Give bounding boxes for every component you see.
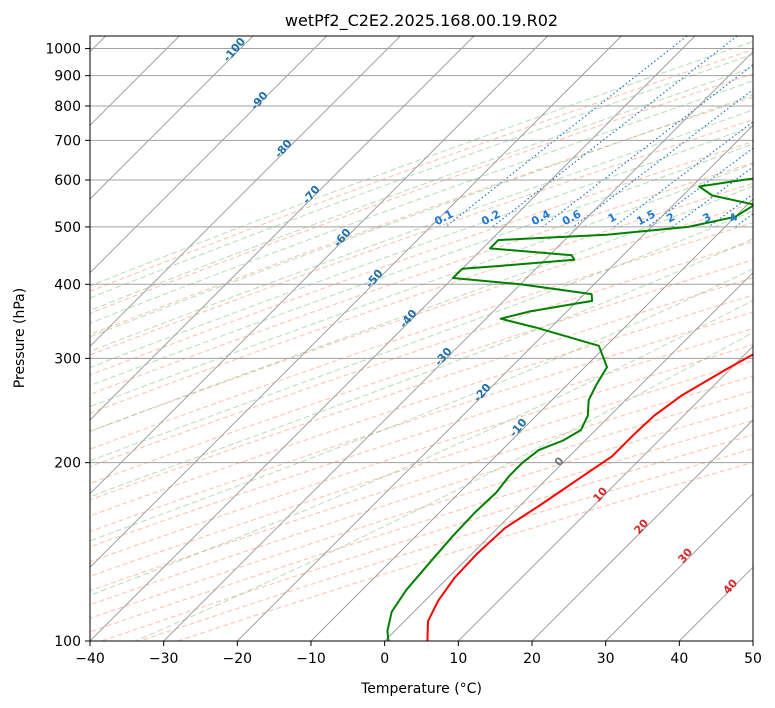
pressure-gridlines xyxy=(90,48,753,641)
x-tick-label: 50 xyxy=(744,651,762,667)
y-tick-label: 800 xyxy=(54,99,81,115)
x-tick-label: 10 xyxy=(449,651,467,667)
moist-adiabat-line xyxy=(90,66,753,311)
moist-adiabat-line xyxy=(90,299,753,596)
dry-adiabat-line xyxy=(90,311,753,533)
moist-adiabat-line xyxy=(90,268,753,542)
dry-adiabat-line xyxy=(90,222,753,450)
isotherm-line xyxy=(531,419,753,641)
isotherm-line xyxy=(384,271,753,641)
isotherms xyxy=(90,36,753,641)
dry-adiabat-line xyxy=(90,390,753,606)
moist-adiabat-line xyxy=(90,185,753,432)
y-tick-label: 600 xyxy=(54,173,81,189)
dry-adiabat-line xyxy=(90,162,753,395)
y-tick-label: 700 xyxy=(54,133,81,149)
isotherm-line xyxy=(90,36,475,421)
y-tick-label: 100 xyxy=(54,634,81,650)
dry-adiabat-line xyxy=(90,328,753,548)
moist-adiabat-line xyxy=(90,94,753,338)
isotherm-line xyxy=(163,50,753,641)
chart-title: wetPf2_C2E2.2025.168.00.19.R02 xyxy=(285,11,558,31)
isotherm-line xyxy=(90,36,696,641)
x-axis-label: Temperature (°C) xyxy=(360,681,482,697)
plot-frame xyxy=(89,35,754,642)
profile-series xyxy=(386,177,753,641)
plot-area: 0.10.20.40.611.52346810131620253036-100-… xyxy=(90,36,753,641)
moist-adiabat-line xyxy=(90,163,753,408)
dry-adiabat-line xyxy=(90,375,753,592)
dry-adiabat-line xyxy=(90,96,753,336)
y-tick-label: 500 xyxy=(54,220,81,236)
x-tick-label: 30 xyxy=(597,651,615,667)
dry-adiabat-line xyxy=(90,294,753,517)
y-tick-label: 900 xyxy=(54,69,81,85)
dewpoint-profile-line xyxy=(386,177,753,641)
x-tick-label: 0 xyxy=(380,651,389,667)
moist-adiabat-line xyxy=(135,331,753,641)
temperature-profile-line xyxy=(426,353,753,641)
moist-adiabats xyxy=(90,40,753,641)
x-tick-label: −40 xyxy=(75,651,105,667)
moist-adiabat-line xyxy=(90,53,753,299)
moist-adiabat-line xyxy=(90,40,753,287)
isotherm-line xyxy=(236,124,753,641)
y-tick-label: 400 xyxy=(54,277,81,293)
x-tick-label: 40 xyxy=(670,651,688,667)
x-tick-label: −10 xyxy=(296,651,326,667)
y-axis-label: Pressure (hPa) xyxy=(12,288,28,388)
mixing-ratio-line xyxy=(572,88,753,228)
y-tick-label: 300 xyxy=(54,351,81,367)
isotherm-line xyxy=(90,36,622,569)
axis-ticks: −40 −30 −20 −10 0 10 20 30 40 50 100 200 300 400 500 60… xyxy=(45,42,762,667)
dry-adiabat-line xyxy=(90,49,753,292)
moist-adiabat-line xyxy=(90,125,753,369)
isotherm-line xyxy=(605,492,753,641)
isotherm-line xyxy=(90,36,401,348)
dry-adiabat-line xyxy=(90,141,753,376)
dry-adiabat-line xyxy=(90,277,753,501)
y-tick-label: 200 xyxy=(54,456,81,472)
x-tick-label: −30 xyxy=(149,651,179,667)
mixing-ratio-line xyxy=(672,166,753,228)
x-tick-label: −20 xyxy=(223,651,253,667)
isotherm-line xyxy=(90,36,254,200)
isotherm-line xyxy=(90,36,328,274)
dry-adiabat-line xyxy=(90,240,753,468)
isotherm-line xyxy=(90,36,549,495)
isotherm-line xyxy=(457,345,753,641)
y-tick-label: 1000 xyxy=(45,42,81,58)
mixing-ratio-line xyxy=(542,64,753,228)
x-tick-label: 20 xyxy=(523,651,541,667)
moist-adiabat-line xyxy=(90,109,753,352)
dry-adiabat-line xyxy=(90,344,753,563)
isotherm-line xyxy=(310,198,753,641)
moist-adiabat-line xyxy=(90,80,753,324)
moist-adiabat-line xyxy=(90,210,753,462)
